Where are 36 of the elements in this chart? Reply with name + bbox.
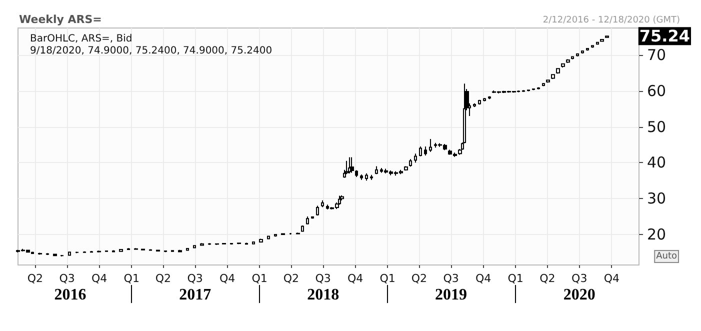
annotation: 75.24 — [639, 26, 690, 46]
x-tick-label: Q2 — [27, 272, 44, 285]
x2-tick-label: 2017 — [179, 286, 212, 304]
x-tick-label: Q2 — [411, 272, 427, 285]
x-tick-label: Q1 — [252, 272, 268, 285]
x-tick-label: Q2 — [283, 272, 299, 285]
x2-tick-label: 2019 — [435, 286, 468, 304]
x-tick-label: Q4 — [604, 272, 620, 285]
annotation: 9/18/2020, 74.9000, 75.2400, 74.9000, 75.2400 — [30, 46, 272, 56]
y-tick-label: 60 — [647, 82, 666, 100]
x-tick-label: Q3 — [187, 272, 203, 285]
x-tick-label: Q4 — [220, 272, 236, 285]
text: Auto — [656, 252, 678, 262]
x-tick-label: Q4 — [347, 272, 364, 285]
x-tick-label: Q3 — [443, 272, 459, 285]
x-tick-label: Q1 — [508, 272, 524, 285]
annotation: BarOHLC, ARS=, Bid — [30, 34, 132, 44]
x-tick-label: Q1 — [380, 272, 396, 285]
y-tick-label: 50 — [647, 118, 666, 136]
y-tick-label: 30 — [647, 190, 666, 208]
x-tick-label: Q2 — [155, 272, 172, 285]
x-tick-label: Q1 — [124, 272, 140, 285]
chart-title: Weekly ARS= — [19, 13, 102, 26]
y-tick-label: 20 — [647, 225, 666, 244]
y-tick-label: 40 — [647, 154, 666, 172]
y-tick-label: 70 — [647, 46, 666, 64]
x-tick-label: Q3 — [315, 272, 331, 285]
x-tick-label: Q3 — [59, 272, 75, 285]
chart-subtitle: 2/12/2016 - 12/18/2020 (GMT) — [542, 16, 680, 26]
x-tick-label: Q2 — [540, 272, 556, 285]
x2-tick-label: 2018 — [307, 286, 340, 304]
x-tick-label: Q4 — [475, 272, 492, 285]
x-tick-label: Q3 — [572, 272, 588, 285]
x-tick-label: Q4 — [92, 272, 108, 285]
x2-tick-label: 2020 — [563, 286, 596, 304]
x2-tick-label: 2016 — [54, 286, 86, 304]
